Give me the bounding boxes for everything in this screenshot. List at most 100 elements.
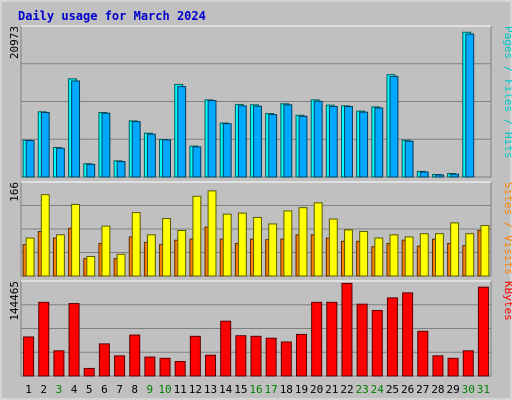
x-tick-label: 25 xyxy=(386,383,399,396)
x-tick-label: 3 xyxy=(56,383,63,396)
visits-visits-bar xyxy=(465,233,475,277)
x-tick-label: 13 xyxy=(204,383,217,396)
visits-visits-bar xyxy=(298,207,308,277)
x-tick-label: 29 xyxy=(446,383,459,396)
kbytes-kbytes-bar xyxy=(220,320,232,377)
kbytes-kbytes-bar xyxy=(68,303,80,377)
kbytes-kbytes-bar xyxy=(205,354,217,377)
kbytes-kbytes-bar xyxy=(38,301,50,377)
kbytes-kbytes-bar xyxy=(265,337,277,377)
kbytes-kbytes-bar xyxy=(174,361,186,377)
x-tick-label: 14 xyxy=(219,383,233,396)
hits-files-bar xyxy=(71,80,81,178)
visits-visits-bar xyxy=(359,231,369,277)
hits-files-bar xyxy=(465,33,475,178)
hits-files-bar xyxy=(374,107,384,178)
hits-files-bar xyxy=(55,147,65,178)
visits-panel: 166 Sites / Visits xyxy=(8,181,512,277)
x-tick-label: 1 xyxy=(25,383,32,396)
kbytes-kbytes-bar xyxy=(356,303,368,377)
hits-files-bar xyxy=(359,111,369,178)
hits-files-bar xyxy=(450,173,460,178)
visits-visits-bar xyxy=(253,216,262,277)
x-tick-label: 21 xyxy=(325,383,338,396)
visits-visits-bar xyxy=(86,255,96,277)
hits-max-label: 20973 xyxy=(8,26,21,59)
visits-visits-bar xyxy=(389,234,399,277)
hits-files-bar xyxy=(116,161,126,178)
hits-files-bar xyxy=(207,100,217,178)
x-tick-label: 30 xyxy=(462,383,475,396)
x-tick-label: 18 xyxy=(280,383,293,396)
hits-files-bar xyxy=(192,146,202,178)
kbytes-kbytes-bar xyxy=(53,350,65,377)
x-tick-label: 26 xyxy=(401,383,414,396)
hits-files-bar xyxy=(389,75,399,178)
hits-files-bar xyxy=(222,123,232,178)
visits-visits-bar xyxy=(328,218,338,277)
x-tick-label: 23 xyxy=(356,383,369,396)
hits-files-bar xyxy=(86,163,96,178)
kbytes-kbytes-bar xyxy=(23,336,35,377)
chart-panels: 20973 Pages / Files / Hits 166 Sites / Visi… xyxy=(8,25,512,377)
visits-legend-label: Sites / Visits xyxy=(502,182,512,275)
visits-visits-bar xyxy=(116,253,126,277)
visits-visits-bar xyxy=(101,225,111,277)
x-tick-label: 9 xyxy=(147,383,154,396)
kbytes-kbytes-bar xyxy=(417,330,429,377)
x-tick-label: 31 xyxy=(477,383,490,396)
x-tick-label: 5 xyxy=(86,383,93,396)
x-tick-label: 24 xyxy=(371,383,385,396)
x-tick-label: 10 xyxy=(158,383,171,396)
kbytes-kbytes-bar xyxy=(280,341,292,377)
kbytes-kbytes-bar xyxy=(83,367,95,377)
hits-files-bar xyxy=(162,139,171,178)
kbytes-kbytes-bar xyxy=(311,301,323,377)
x-tick-label: 12 xyxy=(189,383,202,396)
visits-visits-bar xyxy=(480,225,490,277)
hits-files-bar xyxy=(253,105,262,178)
kbytes-kbytes-bar xyxy=(477,286,489,377)
kbytes-kbytes-bar xyxy=(341,282,353,377)
x-tick-label: 4 xyxy=(71,383,78,396)
visits-visits-bar xyxy=(222,213,232,277)
hits-legend-label: Pages / Files / Hits xyxy=(502,26,512,158)
visits-visits-bar xyxy=(374,237,384,277)
hits-files-bar xyxy=(435,174,444,178)
hits-files-bar xyxy=(268,114,278,178)
visits-visits-bar xyxy=(177,229,187,277)
x-tick-label: 20 xyxy=(310,383,323,396)
kbytes-kbytes-bar xyxy=(462,350,474,377)
x-tick-label: 11 xyxy=(174,383,187,396)
x-tick-label: 16 xyxy=(249,383,262,396)
kbytes-kbytes-bar xyxy=(386,297,398,377)
hits-files-bar xyxy=(131,121,141,178)
kbytes-kbytes-bar xyxy=(114,355,126,377)
visits-visits-bar xyxy=(55,234,65,277)
visits-visits-bar xyxy=(435,233,444,277)
visits-visits-bar xyxy=(344,229,353,277)
visits-visits-bar xyxy=(419,233,429,277)
hits-files-bar xyxy=(344,106,353,178)
x-tick-label: 28 xyxy=(431,383,444,396)
hits-files-bar xyxy=(313,100,323,178)
hits-files-bar xyxy=(40,112,50,178)
visits-visits-bar xyxy=(192,195,202,277)
hits-files-bar xyxy=(404,140,414,178)
visits-visits-bar xyxy=(450,222,460,277)
kbytes-kbytes-bar xyxy=(235,335,247,377)
kbytes-kbytes-bar xyxy=(402,292,414,377)
x-tick-label: 7 xyxy=(116,383,123,396)
kbytes-kbytes-bar xyxy=(295,333,307,377)
visits-visits-bar xyxy=(268,223,278,277)
chart-title: Daily usage for March 2024 xyxy=(18,9,206,23)
kbytes-max-label: 144465 xyxy=(8,281,21,321)
kbytes-kbytes-bar xyxy=(144,356,156,377)
kbytes-panel: 144465 KBytes xyxy=(8,280,512,377)
kbytes-kbytes-bar xyxy=(159,357,171,377)
x-tick-label: 27 xyxy=(416,383,429,396)
visits-visits-bar xyxy=(25,237,35,277)
visits-visits-bar xyxy=(404,236,414,277)
